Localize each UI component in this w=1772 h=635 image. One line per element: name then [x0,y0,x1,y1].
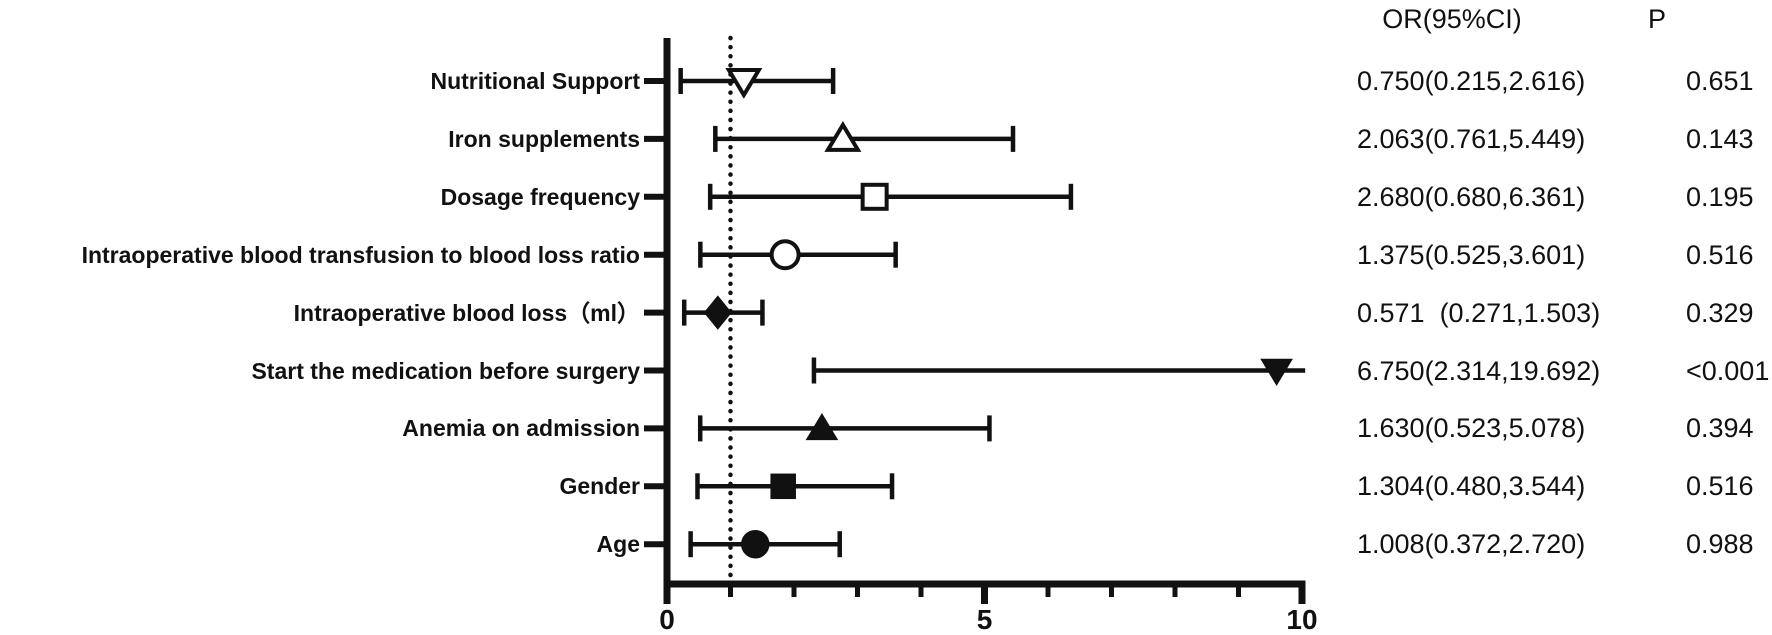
filled-circle-marker [741,529,770,559]
row-label: Iron supplements [448,125,640,152]
p-value: <0.001 [1686,355,1770,386]
or-value: 2.063(0.761,5.449) [1357,123,1586,154]
or-value: 2.680(0.680,6.361) [1357,181,1586,212]
open-square-marker [860,182,889,211]
row-label: Age [596,531,640,558]
p-value: 0.516 [1686,239,1754,270]
p-value: 0.651 [1686,66,1754,96]
p-value: 0.394 [1686,413,1754,444]
x-tick-label: 0 [659,604,675,635]
filled-diamond-marker [703,295,732,330]
row-label: Nutritional Support [430,68,640,94]
p-value: 0.329 [1686,297,1754,328]
p-value: 0.988 [1686,529,1754,560]
open-triangle-up-marker [824,121,862,152]
or-value: 1.630(0.523,5.078) [1357,413,1586,444]
p-column-header: P [1647,4,1667,34]
x-tick-label: 10 [1286,604,1317,635]
filled-square-marker [770,473,796,500]
row-label: Gender [559,473,640,500]
open-circle-marker [769,239,801,271]
filled-triangle-up-marker [805,412,839,441]
or-value: 1.008(0.372,2.720) [1357,529,1586,560]
row-label: Anemia on admission [402,415,640,442]
or-value: 1.304(0.480,3.544) [1357,471,1586,502]
or-value: 6.750(2.314,19.692) [1357,355,1601,386]
row-label: Intraoperative blood transfusion to bloo… [81,241,640,268]
p-value: 0.516 [1686,471,1754,502]
row-label: Dosage frequency [440,183,640,210]
or-value: 0.571 (0.271,1.503) [1357,297,1601,328]
p-value: 0.143 [1686,123,1754,154]
x-tick-label: 5 [977,604,993,635]
row-label: Intraoperative blood loss（ml） [293,299,640,326]
or-value: 1.375(0.525,3.601) [1357,239,1586,270]
or-value: 0.750(0.215,2.616) [1357,66,1586,96]
filled-triangle-down-marker [1260,358,1293,386]
or-column-header: OR(95%CI) [1382,4,1522,34]
row-label: Start the medication before surgery [251,357,640,384]
p-value: 0.195 [1686,181,1754,212]
open-triangle-down-marker [725,68,763,99]
